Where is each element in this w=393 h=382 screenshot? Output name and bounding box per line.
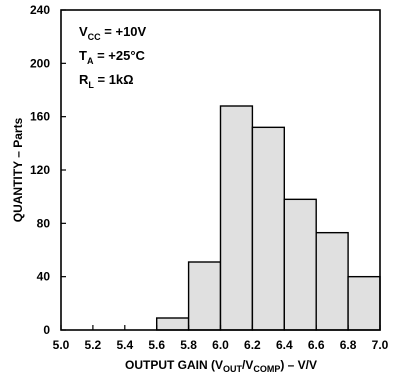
histogram-bar: [219, 105, 254, 331]
x-tick-label: 6.4: [276, 338, 293, 352]
y-axis-label: QUANTITY – Parts: [11, 117, 25, 222]
x-tick-label: 5.8: [180, 338, 197, 352]
histogram-bar: [187, 261, 222, 331]
annotation-rl: RL = 1kΩ: [79, 72, 134, 90]
x-tick-label: 6.0: [212, 338, 229, 352]
histogram-bar: [251, 126, 285, 331]
y-tick-label: 160: [30, 110, 50, 124]
x-tick-label: 5.0: [53, 338, 70, 352]
annotation-vcc: VCC = +10V: [79, 24, 147, 42]
x-tick-label: 5.6: [148, 338, 165, 352]
y-tick-label: 80: [37, 216, 51, 230]
conditions-annotation: VCC = +10V TA = +25°C RL = 1kΩ: [66, 12, 156, 90]
x-tick-label: 6.6: [308, 338, 325, 352]
histogram-bar: [347, 275, 381, 331]
y-tick-label: 240: [30, 3, 50, 17]
x-tick-label: 5.4: [116, 338, 133, 352]
y-tick-label: 120: [30, 163, 50, 177]
histogram-bar: [155, 317, 190, 331]
x-tick-label: 7.0: [372, 338, 389, 352]
x-tick-label: 5.2: [85, 338, 102, 352]
histogram-bar: [283, 198, 317, 331]
x-tick-label: 6.8: [340, 338, 357, 352]
annotation-ta: TA = +25°C: [79, 48, 146, 66]
x-axis-label: OUTPUT GAIN (VOUT/VCOMP) – V/V: [125, 358, 317, 374]
y-tick-label: 0: [43, 323, 50, 337]
histogram-bar: [315, 231, 349, 331]
y-tick-label: 40: [37, 270, 51, 284]
y-tick-label: 200: [30, 56, 50, 70]
annotation-background: [66, 12, 156, 90]
ticks-group: 5.0 5.2 5.4 5.6 5.8 6.0 6.2 6.4 6.6 6.8 7.0 0 40 80 12…: [30, 3, 389, 352]
x-tick-label: 6.2: [244, 338, 261, 352]
bars-group: [155, 105, 381, 331]
